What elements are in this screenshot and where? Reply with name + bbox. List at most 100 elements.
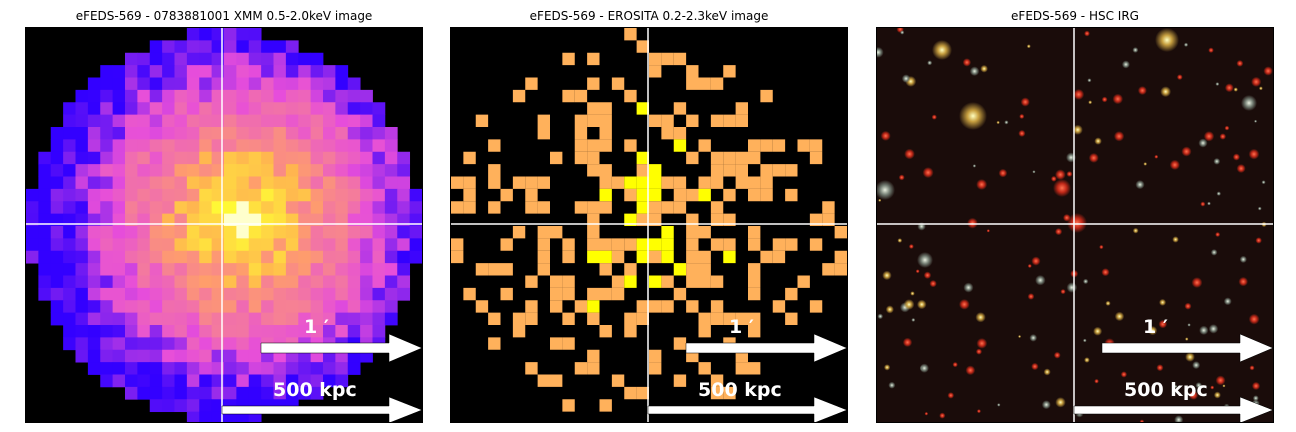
xmm-pixel	[360, 201, 373, 215]
erosita-pixel	[748, 151, 761, 165]
source-blob	[1043, 368, 1051, 376]
xmm-pixel	[162, 139, 175, 153]
xmm-pixel	[87, 114, 101, 128]
xmm-pixel	[137, 65, 151, 78]
source-blob	[965, 365, 976, 376]
xmm-pixel	[285, 312, 299, 326]
xmm-pixel	[347, 263, 361, 276]
xmm-pixel	[199, 287, 213, 301]
source-blob	[900, 30, 905, 35]
erosita-pixel	[587, 213, 600, 226]
xmm-pixel	[100, 151, 114, 165]
erosita-pixel	[599, 287, 612, 301]
arcmin-scale-label: 1 ′	[304, 316, 329, 338]
xmm-pixel	[248, 287, 262, 301]
source-blob	[1087, 78, 1092, 83]
xmm-pixel	[186, 201, 200, 215]
xmm-pixel	[323, 287, 336, 301]
xmm-pixel	[372, 213, 386, 227]
source-blob	[877, 313, 884, 320]
xmm-pixel	[75, 287, 89, 301]
xmm-pixel	[360, 102, 373, 116]
xmm-pixel	[162, 151, 175, 165]
arcmin-scale-arrow	[685, 333, 847, 363]
xmm-pixel	[100, 127, 114, 140]
xmm-pixel	[87, 188, 101, 202]
erosita-pixel	[748, 176, 761, 189]
xmm-pixel	[273, 102, 287, 116]
erosita-pixel	[550, 275, 563, 288]
xmm-pixel	[50, 201, 64, 215]
xmm-pixel	[211, 287, 225, 301]
xmm-pixel	[248, 275, 262, 289]
xmm-pixel	[224, 263, 237, 276]
xmm-pixel	[224, 287, 237, 301]
xmm-pixel	[87, 139, 101, 153]
xmm-pixel	[211, 250, 225, 264]
xmm-pixel	[285, 151, 299, 165]
xmm-pixel	[397, 164, 411, 177]
source-blob	[1072, 124, 1083, 135]
erosita-pixel	[550, 287, 563, 301]
xmm-pixel	[174, 77, 188, 91]
xmm-pixel	[125, 139, 138, 153]
xmm-pixel	[372, 263, 386, 276]
erosita-pixel	[550, 300, 563, 313]
xmm-pixel	[335, 300, 349, 314]
xmm-pixel	[372, 114, 386, 128]
xmm-pixel	[261, 287, 274, 301]
xmm-pixel	[323, 374, 336, 388]
erosita-pixel	[636, 238, 649, 251]
erosita-pixel	[550, 374, 563, 387]
erosita-pixel	[636, 386, 649, 400]
xmm-pixel	[100, 102, 114, 116]
source-blob	[975, 348, 983, 355]
xmm-pixel	[199, 263, 213, 276]
xmm-pixel	[298, 164, 312, 177]
xmm-pixel	[323, 188, 336, 202]
xmm-pixel	[298, 77, 312, 91]
erosita-pixel	[661, 250, 674, 264]
xmm-pixel	[335, 287, 349, 301]
erosita-pixel	[463, 201, 476, 214]
source-blob	[1060, 288, 1066, 295]
source-blob	[1208, 324, 1219, 334]
xmm-pixel	[112, 114, 126, 128]
xmm-pixel	[174, 139, 188, 153]
erosita-pixel	[525, 201, 538, 214]
source-blob	[1213, 157, 1221, 165]
erosita-pixel	[710, 164, 724, 177]
erosita-pixel	[760, 188, 773, 202]
erosita-pixel	[710, 300, 724, 313]
erosita-pixel	[735, 114, 748, 127]
erosita-pixel	[698, 263, 711, 276]
xmm-pixel	[236, 374, 250, 388]
erosita-pixel	[512, 325, 526, 338]
erosita-pixel	[760, 164, 773, 177]
xmm-pixel	[137, 201, 151, 215]
erosita-pixel	[686, 238, 699, 251]
xmm-pixel	[137, 250, 151, 264]
xmm-pixel	[199, 89, 213, 103]
erosita-pixel	[611, 275, 625, 288]
xmm-pixel	[273, 164, 287, 177]
xmm-pixel	[384, 176, 398, 190]
xmm-pixel	[149, 362, 163, 375]
xmm-pixel	[75, 114, 89, 128]
xmm-pixel	[236, 114, 250, 128]
xmm-pixel	[186, 300, 200, 314]
xmm-pixel	[273, 188, 287, 202]
source-blob	[929, 279, 937, 288]
erosita-pixel	[735, 151, 748, 165]
xmm-pixel	[199, 102, 213, 116]
xmm-pixel	[100, 226, 114, 239]
xmm-pixel	[174, 250, 188, 264]
source-blob	[1232, 153, 1240, 161]
xmm-pixel	[174, 65, 188, 78]
xmm-pixel	[285, 386, 299, 400]
xmm-pixel	[149, 40, 163, 54]
xmm-pixel	[137, 263, 151, 276]
xmm-pixel	[26, 226, 39, 239]
xmm-pixel	[211, 102, 225, 116]
xmm-pixel	[323, 300, 336, 314]
